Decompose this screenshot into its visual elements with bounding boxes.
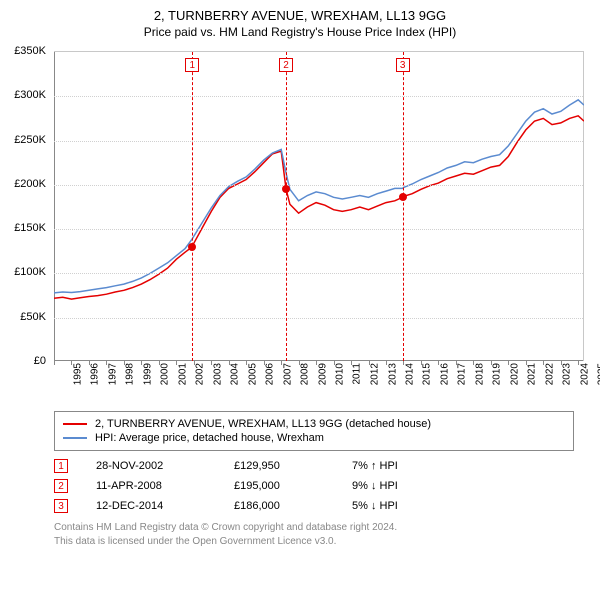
x-tick [351, 361, 352, 365]
x-tick [194, 361, 195, 365]
sale-date: 11-APR-2008 [96, 480, 206, 492]
sale-price: £186,000 [234, 500, 324, 512]
attribution: Contains HM Land Registry data © Crown c… [54, 521, 590, 548]
gridline [54, 185, 583, 186]
x-tick [508, 361, 509, 365]
sales-table: 1 28-NOV-2002 £129,950 7% ↑ HPI 2 11-APR-2008… [54, 459, 590, 513]
x-tick [543, 361, 544, 365]
sale-number-box: 2 [54, 479, 68, 493]
sale-delta: 7% ↑ HPI [352, 460, 442, 472]
legend-swatch [63, 437, 87, 439]
sale-number-box: 1 [54, 459, 68, 473]
sale-marker-box: 2 [279, 58, 293, 72]
chart-area: 123 £0£50K£100K£150K£200K£250K£300K£350K… [10, 45, 590, 405]
attribution-line-2: This data is licensed under the Open Gov… [54, 535, 590, 549]
y-tick-label: £200K [6, 178, 50, 190]
legend-label: HPI: Average price, detached house, Wrex… [95, 432, 324, 444]
x-tick [386, 361, 387, 365]
sale-marker-line [286, 52, 287, 361]
x-tick [159, 361, 160, 365]
y-tick-label: £0 [6, 355, 50, 367]
legend-swatch [63, 423, 87, 425]
x-tick [54, 361, 55, 365]
x-tick [281, 361, 282, 365]
gridline [54, 318, 583, 319]
x-tick [578, 361, 579, 365]
gridline [54, 141, 583, 142]
x-tick [141, 361, 142, 365]
y-tick-label: £150K [6, 222, 50, 234]
sale-marker-box: 3 [396, 58, 410, 72]
sale-marker-line [192, 52, 193, 361]
x-tick [456, 361, 457, 365]
y-tick-label: £250K [6, 134, 50, 146]
y-tick-label: £50K [6, 311, 50, 323]
legend: 2, TURNBERRY AVENUE, WREXHAM, LL13 9GG (… [54, 411, 574, 451]
gridline [54, 229, 583, 230]
x-tick [211, 361, 212, 365]
sale-row: 1 28-NOV-2002 £129,950 7% ↑ HPI [54, 459, 590, 473]
x-tick [491, 361, 492, 365]
x-tick [438, 361, 439, 365]
x-tick [246, 361, 247, 365]
sale-date: 28-NOV-2002 [96, 460, 206, 472]
chart-title: 2, TURNBERRY AVENUE, WREXHAM, LL13 9GG [10, 8, 590, 23]
legend-label: 2, TURNBERRY AVENUE, WREXHAM, LL13 9GG (… [95, 418, 431, 430]
y-tick-label: £300K [6, 89, 50, 101]
x-tick [316, 361, 317, 365]
sale-marker-dot [282, 185, 290, 193]
x-tick [369, 361, 370, 365]
sale-marker-dot [399, 193, 407, 201]
x-tick [561, 361, 562, 365]
legend-item: HPI: Average price, detached house, Wrex… [63, 432, 565, 444]
x-tick [89, 361, 90, 365]
sale-date: 12-DEC-2014 [96, 500, 206, 512]
x-tick [106, 361, 107, 365]
x-tick [124, 361, 125, 365]
sale-marker-line [403, 52, 404, 361]
x-tick-label: 2025 [596, 363, 600, 385]
x-tick [526, 361, 527, 365]
x-tick [229, 361, 230, 365]
sale-marker-box: 1 [185, 58, 199, 72]
chart-container: 2, TURNBERRY AVENUE, WREXHAM, LL13 9GG P… [0, 0, 600, 558]
legend-item: 2, TURNBERRY AVENUE, WREXHAM, LL13 9GG (… [63, 418, 565, 430]
series-price_paid [54, 116, 584, 299]
sale-price: £195,000 [234, 480, 324, 492]
sale-marker-dot [188, 243, 196, 251]
sale-delta: 5% ↓ HPI [352, 500, 442, 512]
sale-delta: 9% ↓ HPI [352, 480, 442, 492]
x-tick [334, 361, 335, 365]
plot-area: 1 2 3 [54, 51, 584, 361]
x-tick [71, 361, 72, 365]
sale-row: 2 11-APR-2008 £195,000 9% ↓ HPI [54, 479, 590, 493]
attribution-line-1: Contains HM Land Registry data © Crown c… [54, 521, 590, 535]
chart-subtitle: Price paid vs. HM Land Registry's House … [10, 25, 590, 39]
gridline [54, 96, 583, 97]
sale-number-box: 3 [54, 499, 68, 513]
x-tick [421, 361, 422, 365]
chart-lines [54, 52, 584, 362]
title-block: 2, TURNBERRY AVENUE, WREXHAM, LL13 9GG P… [10, 8, 590, 39]
sale-row: 3 12-DEC-2014 £186,000 5% ↓ HPI [54, 499, 590, 513]
x-tick [264, 361, 265, 365]
gridline [54, 273, 583, 274]
series-hpi [54, 100, 584, 293]
x-tick [473, 361, 474, 365]
x-tick [299, 361, 300, 365]
y-tick-label: £100K [6, 266, 50, 278]
sale-price: £129,950 [234, 460, 324, 472]
x-tick [403, 361, 404, 365]
y-tick-label: £350K [6, 45, 50, 57]
x-tick [176, 361, 177, 365]
